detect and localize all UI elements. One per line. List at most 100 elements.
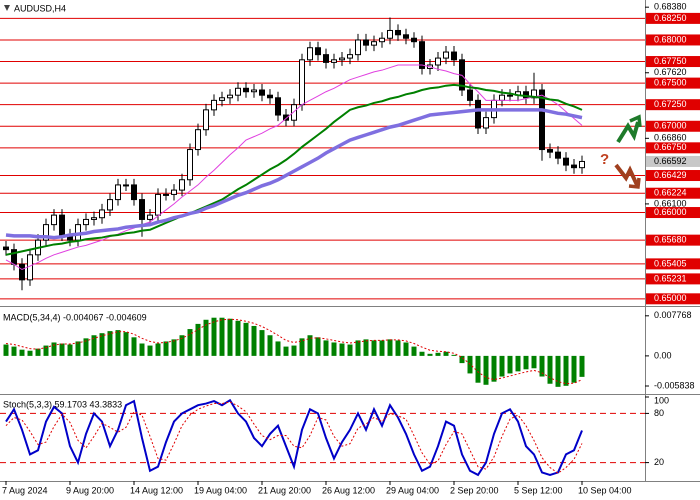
macd-bar bbox=[107, 331, 113, 356]
level-label: 0.65231 bbox=[654, 273, 687, 283]
macd-bar bbox=[411, 346, 417, 356]
candle-body bbox=[235, 87, 241, 96]
macd-bar bbox=[371, 340, 377, 356]
x-tick-label: 26 Aug 12:00 bbox=[322, 485, 375, 495]
candle-body bbox=[123, 184, 129, 187]
candle-body bbox=[211, 99, 217, 111]
macd-bar bbox=[515, 355, 521, 372]
macd-bar bbox=[531, 355, 537, 369]
macd-bar bbox=[275, 341, 281, 356]
candle-body bbox=[403, 34, 409, 39]
macd-bar bbox=[243, 322, 249, 356]
candle-body bbox=[187, 149, 193, 181]
candle-body bbox=[483, 117, 489, 129]
down-arrow bbox=[614, 163, 639, 186]
candle-body bbox=[99, 209, 105, 219]
x-tick-label: 21 Aug 20:00 bbox=[258, 485, 311, 495]
macd-bar bbox=[99, 333, 105, 356]
indicator-line bbox=[5, 398, 583, 477]
macd-bar bbox=[139, 343, 145, 356]
candle-body bbox=[291, 104, 297, 121]
candle-body bbox=[115, 184, 121, 201]
level-label: 0.65000 bbox=[654, 293, 687, 303]
y-tick-label: 100 bbox=[654, 395, 669, 405]
macd-bar bbox=[75, 341, 81, 356]
levels-layer bbox=[0, 17, 645, 464]
candle-body bbox=[371, 41, 377, 46]
macd-bar bbox=[547, 355, 553, 384]
candle-body bbox=[419, 41, 425, 69]
candle-body bbox=[195, 129, 201, 151]
macd-bar bbox=[331, 342, 337, 356]
macd-bar bbox=[187, 329, 193, 356]
macd-bar bbox=[227, 318, 233, 356]
macd-bar bbox=[419, 351, 425, 356]
candle-body bbox=[275, 97, 281, 116]
candle-body bbox=[43, 224, 49, 241]
macd-bar bbox=[195, 323, 201, 356]
macd-bar bbox=[403, 342, 409, 356]
candle-body bbox=[267, 94, 273, 99]
level-label-box bbox=[646, 293, 700, 305]
level-label: 0.68000 bbox=[654, 34, 687, 44]
macd-bar bbox=[179, 335, 185, 356]
macd-bar bbox=[235, 320, 241, 356]
macd-bar bbox=[571, 355, 577, 383]
candle-body bbox=[163, 193, 169, 196]
level-label-box bbox=[646, 187, 700, 199]
macd-bar bbox=[283, 346, 289, 356]
current-price-label: 0.66592 bbox=[654, 156, 687, 166]
y-tick-label: 0.00 bbox=[654, 350, 672, 360]
macd-bar bbox=[555, 355, 561, 387]
y-tick-label: 0.68380 bbox=[654, 2, 687, 12]
level-label: 0.66429 bbox=[654, 170, 687, 180]
macd-bar bbox=[291, 345, 297, 356]
candle-body bbox=[563, 157, 569, 166]
candle-body bbox=[523, 91, 529, 99]
level-label: 0.65680 bbox=[654, 235, 687, 245]
macd-bar bbox=[115, 330, 121, 356]
x-tick-label: 5 Sep 12:00 bbox=[514, 485, 563, 495]
macd-bar bbox=[59, 343, 65, 356]
forecast-arrows: ? bbox=[600, 114, 642, 189]
macd-bar bbox=[91, 335, 97, 356]
macd-bar bbox=[211, 317, 217, 356]
candle-body bbox=[251, 89, 257, 93]
candle-body bbox=[467, 89, 473, 101]
candle-body bbox=[339, 57, 345, 61]
macd-bar bbox=[171, 339, 177, 356]
level-label: 0.65405 bbox=[654, 258, 687, 268]
y-tick-label: -0.005838 bbox=[654, 380, 695, 390]
macd-bar bbox=[35, 348, 41, 356]
candle-body bbox=[387, 29, 393, 39]
macd-bar bbox=[203, 319, 209, 356]
level-label-box bbox=[646, 142, 700, 154]
candle-body bbox=[155, 193, 161, 216]
macd-bar bbox=[363, 339, 369, 356]
macd-bar bbox=[323, 340, 329, 356]
candle-body bbox=[283, 114, 289, 121]
x-tick-label: 9 Aug 20:00 bbox=[66, 485, 114, 495]
macd-bar bbox=[267, 335, 273, 356]
macd-bar bbox=[435, 352, 441, 356]
macd-bar bbox=[27, 350, 33, 356]
x-tick-label: 2 Sep 20:00 bbox=[450, 485, 499, 495]
macd-bar bbox=[299, 338, 305, 356]
indicator-line bbox=[5, 108, 583, 240]
macd-bar bbox=[155, 343, 161, 356]
level-label-box bbox=[646, 99, 700, 111]
candle-body bbox=[451, 51, 457, 61]
level-label: 0.68250 bbox=[654, 13, 687, 23]
macd-bar bbox=[307, 335, 313, 356]
indicator-line bbox=[5, 64, 583, 271]
macd-bar bbox=[467, 355, 473, 374]
macd-bar bbox=[51, 342, 57, 356]
level-label-box bbox=[646, 34, 700, 46]
candle-body bbox=[227, 94, 233, 99]
level-label-box bbox=[646, 120, 700, 132]
up-arrow bbox=[616, 121, 640, 144]
macd-title: MACD(5,34,4) -0.004067 -0.004609 bbox=[3, 312, 147, 322]
macd-bar bbox=[67, 344, 73, 356]
candle-body bbox=[203, 109, 209, 131]
macd-bar bbox=[523, 355, 529, 370]
